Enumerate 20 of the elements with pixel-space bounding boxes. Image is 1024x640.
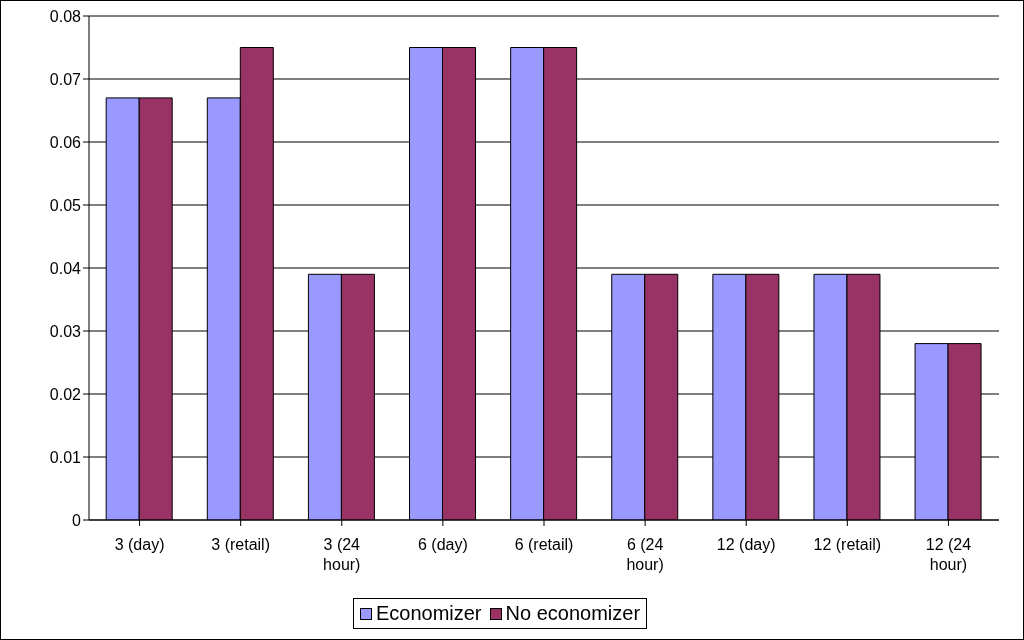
x-tick-label: 12 (day) [716,536,776,553]
x-tick-label: 12 (retail) [813,536,882,553]
x-tick-label: 12 (24 hour) [925,536,972,573]
y-tick-label: 0.04 [49,259,82,277]
y-tick-label: 0 [72,511,82,529]
y-tick-label: 0.08 [49,7,82,25]
x-tick-label: 3 (24 hour) [323,536,361,573]
legend-label: No economizer [504,602,641,625]
y-tick-label: 0.01 [49,448,82,466]
x-tick-label: 6 (24 hour) [626,536,664,573]
y-tick-label: 0.07 [49,70,82,88]
y-tick-label: 0.03 [49,322,82,340]
x-tick-label: 3 (day) [114,536,165,553]
y-tick-label: 0.02 [49,385,82,403]
x-tick-label: 6 (retail) [514,536,574,553]
y-tick-label: 0.06 [49,133,82,151]
x-tick-label: 3 (retail) [211,536,271,553]
y-tick-label: 0.05 [49,196,82,214]
legend-label: Economizer [374,602,482,625]
x-tick-label: 6 (day) [417,536,468,553]
